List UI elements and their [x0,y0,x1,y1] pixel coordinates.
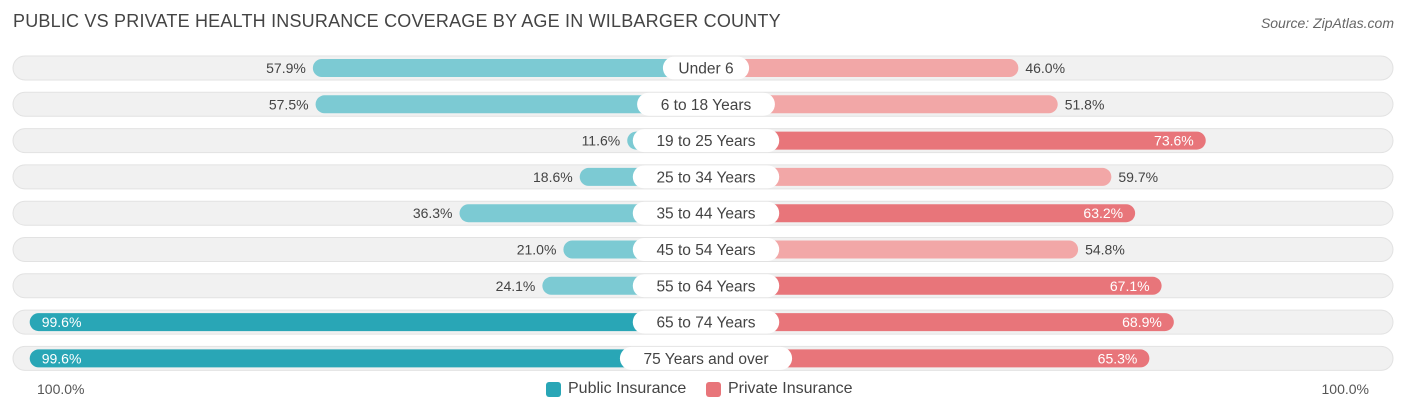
private-bar [706,167,1112,186]
private-bar [706,95,1058,114]
private-value-label: 46.0% [1025,60,1065,76]
category-label: 75 Years and over [644,351,769,368]
private-value-label: 65.3% [1098,350,1138,366]
category-label: 6 to 18 Years [661,97,752,114]
legend-public-swatch [546,381,561,397]
public-value-label: 36.3% [413,205,453,221]
axis-right-label: 100.0% [1321,381,1369,397]
category-label: 65 to 74 Years [656,315,755,332]
category-label: Under 6 [678,61,733,78]
axis-left-label: 100.0% [37,381,85,397]
private-bar [706,204,1136,223]
private-value-label: 63.2% [1083,205,1123,221]
category-label: 35 to 44 Years [656,206,755,223]
category-pill [632,238,780,261]
public-value-label: 57.5% [269,96,309,112]
legend-private-label: Private Insurance [728,380,853,397]
chart-title: PUBLIC VS PRIVATE HEALTH INSURANCE COVER… [13,11,781,31]
public-bar [29,313,706,332]
legend-public: Public Insurance [546,380,686,398]
legend: Public Insurance Private Insurance [0,380,1406,400]
private-value-label: 68.9% [1122,314,1162,330]
private-value-label: 73.6% [1154,133,1194,149]
private-value-label: 54.8% [1085,242,1125,258]
category-pill [662,56,750,80]
category-label: 19 to 25 Years [656,133,755,150]
legend-public-label: Public Insurance [568,380,687,397]
public-value-label: 99.6% [42,314,82,330]
chart-area: 57.9% 46.0% Under 6 57.5% 51.8% 6 to 18 Years… [12,55,1394,371]
public-bar [315,95,706,114]
private-bar [706,313,1174,332]
category-label: 45 to 54 Years [656,242,755,259]
source-note: Source: ZipAtlas.com [1260,15,1394,31]
private-bar [706,131,1206,150]
public-value-label: 99.6% [42,350,82,366]
public-value-label: 24.1% [496,278,536,294]
private-bar [706,240,1079,259]
category-pill [632,310,780,334]
public-value-label: 57.9% [266,60,306,76]
category-pill [632,201,780,225]
category-pill [619,346,793,370]
category-pill [632,274,780,298]
private-value-label: 51.8% [1065,96,1105,112]
category-pill [637,92,775,116]
legend-private: Private Insurance [706,380,853,398]
category-pill [632,165,780,189]
category-label: 25 to 34 Years [656,169,755,186]
legend-private-swatch [706,381,721,397]
private-value-label: 59.7% [1118,169,1158,185]
private-bar [706,59,1019,77]
public-bar [29,349,706,368]
public-bar [312,59,706,77]
public-value-label: 21.0% [517,242,557,258]
category-pill [632,129,780,153]
private-value-label: 67.1% [1110,278,1150,294]
public-value-label: 11.6% [582,133,621,149]
public-value-label: 18.6% [533,169,573,185]
private-bar [706,349,1150,368]
private-bar [706,276,1162,295]
category-label: 55 to 64 Years [656,278,755,295]
